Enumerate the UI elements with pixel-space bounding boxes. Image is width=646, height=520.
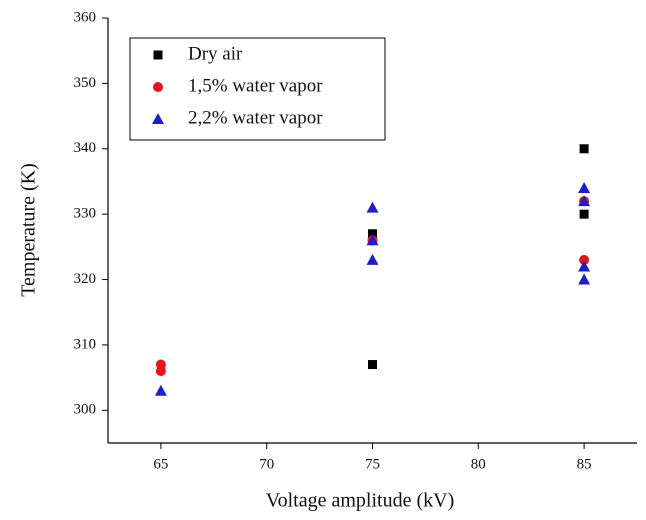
point <box>579 144 589 154</box>
y-tick-label: 340 <box>74 140 97 156</box>
y-tick-label: 300 <box>74 402 97 418</box>
point <box>579 209 589 219</box>
y-tick-label: 350 <box>74 75 97 91</box>
legend-marker <box>153 82 163 92</box>
legend-label: 2,2% water vapor <box>188 107 323 128</box>
x-tick-label: 80 <box>471 456 486 472</box>
legend-marker <box>152 113 164 124</box>
point <box>366 201 379 213</box>
point <box>578 182 591 193</box>
legend-marker <box>153 50 163 60</box>
point <box>368 360 377 370</box>
point <box>368 229 377 239</box>
point <box>366 253 379 265</box>
x-tick-label: 75 <box>365 456 380 472</box>
legend-label: Dry air <box>188 43 243 64</box>
y-tick-label: 360 <box>74 9 97 25</box>
point <box>155 366 166 377</box>
y-tick-label: 320 <box>74 271 97 287</box>
x-axis-label: Voltage amplitude (kV) <box>266 490 454 512</box>
x-tick-label: 70 <box>259 456 274 472</box>
point <box>578 260 591 272</box>
point <box>578 273 591 285</box>
legend-box <box>129 37 386 141</box>
point <box>578 195 591 207</box>
point <box>579 254 590 265</box>
x-tick-label: 65 <box>153 456 168 472</box>
legend-label: 1,5% water vapor <box>188 75 323 96</box>
y-tick-label: 330 <box>74 206 97 222</box>
y-tick-label: 310 <box>74 336 97 352</box>
point <box>366 234 379 246</box>
y-axis-label: Temperature (K) <box>18 163 40 297</box>
x-tick-label: 85 <box>577 456 592 472</box>
point <box>154 384 167 396</box>
